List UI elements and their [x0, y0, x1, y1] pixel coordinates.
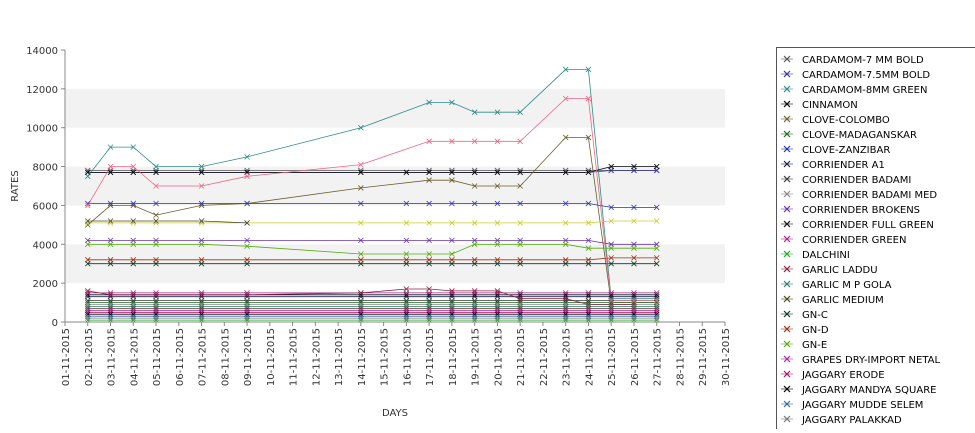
- y-tick-label: 4000: [33, 240, 58, 251]
- legend-label: CLOVE-MADAGANSKAR: [802, 130, 917, 141]
- x-tick-label: 08-11-2015: [220, 328, 231, 386]
- legend-label: DALCHINI: [802, 250, 850, 261]
- y-tick-label: 0: [52, 318, 58, 329]
- y-axis-ticks: 0 2000 4000 6000 8000 10000 12000 14000: [26, 46, 65, 329]
- x-tick-label: 24-11-2015: [584, 328, 595, 386]
- legend-label: GARLIC M P GOLA: [802, 280, 892, 291]
- x-tick-label: 25-11-2015: [607, 328, 618, 386]
- x-tick-label: 21-11-2015: [516, 328, 527, 386]
- legend: CARDAMOM-7 MM BOLD CARDAMOM-7.5MM BOLD CAR…: [777, 48, 975, 430]
- legend-label: GARLIC MEDIUM: [802, 295, 884, 306]
- x-tick-label: 27-11-2015: [653, 328, 664, 386]
- x-tick-label: 20-11-2015: [493, 328, 504, 386]
- legend-label: CLOVE-ZANZIBAR: [802, 145, 890, 156]
- x-tick-label: 18-11-2015: [448, 328, 459, 386]
- x-tick-label: 15-11-2015: [380, 328, 391, 386]
- x-tick-label: 03-11-2015: [107, 328, 118, 386]
- x-tick-label: 04-11-2015: [129, 328, 140, 386]
- legend-label: CARDAMOM-7 MM BOLD: [802, 55, 924, 66]
- legend-label: CORRIENDER BADAMI MED: [802, 190, 937, 201]
- x-tick-label: 30-11-2015: [721, 328, 732, 386]
- x-tick-label: 10-11-2015: [266, 328, 277, 386]
- legend-label: GN-D: [802, 325, 829, 336]
- legend-label: GRAPES DRY-IMPORT NETAL: [802, 355, 941, 366]
- x-tick-label: 22-11-2015: [539, 328, 550, 386]
- grid-band: [65, 89, 725, 128]
- x-tick-label: 13-11-2015: [334, 328, 345, 386]
- x-tick-label: 14-11-2015: [357, 328, 368, 386]
- legend-label: CARDAMOM-7.5MM BOLD: [802, 70, 930, 81]
- legend-label: CARDAMOM-8MM GREEN: [802, 85, 927, 96]
- legend-label: JAGGARY MUDDE SELEM: [801, 400, 923, 411]
- legend-label: JAGGARY ERODE: [801, 370, 885, 381]
- x-tick-label: 09-11-2015: [243, 328, 254, 386]
- x-tick-label: 29-11-2015: [698, 328, 709, 386]
- x-tick-label: 17-11-2015: [425, 328, 436, 386]
- x-tick-label: 01-11-2015: [61, 328, 72, 386]
- y-tick-label: 2000: [33, 279, 58, 290]
- legend-label: GARLIC LADDU: [802, 265, 878, 276]
- y-tick-label: 12000: [26, 85, 58, 96]
- y-axis-label: RATES: [10, 170, 21, 201]
- x-tick-label: 07-11-2015: [198, 328, 209, 386]
- legend-label: JAGGARY PALAKKAD: [801, 415, 902, 426]
- x-axis-label: DAYS: [382, 408, 408, 419]
- legend-label: JAGGARY MANDYA SQUARE: [801, 385, 936, 396]
- x-axis-ticks: 01-11-2015 02-11-2015 03-11-2015 04-11-2015…: [61, 322, 732, 386]
- x-tick-label: 02-11-2015: [84, 328, 95, 386]
- legend-label: CORRIENDER BROKENS: [802, 205, 920, 216]
- legend-label: CORRIENDER GREEN: [802, 235, 906, 246]
- x-tick-label: 11-11-2015: [289, 328, 300, 386]
- y-tick-label: 10000: [26, 124, 58, 135]
- y-tick-label: 8000: [33, 163, 58, 174]
- x-tick-label: 05-11-2015: [152, 328, 163, 386]
- legend-label: CINNAMON: [802, 100, 858, 111]
- x-tick-label: 19-11-2015: [471, 328, 482, 386]
- x-tick-label: 12-11-2015: [311, 328, 322, 386]
- legend-label: CORRIENDER A1: [802, 160, 885, 171]
- legend-label: CORRIENDER BADAMI: [802, 175, 911, 186]
- y-tick-label: 14000: [26, 46, 58, 57]
- x-tick-label: 28-11-2015: [675, 328, 686, 386]
- legend-label: GN-C: [802, 310, 828, 321]
- y-tick-label: 6000: [33, 201, 58, 212]
- x-tick-label: 23-11-2015: [562, 328, 573, 386]
- x-tick-label: 06-11-2015: [175, 328, 186, 386]
- legend-label: CLOVE-COLOMBO: [802, 115, 890, 126]
- x-tick-label: 16-11-2015: [402, 328, 413, 386]
- x-tick-label: 26-11-2015: [630, 328, 641, 386]
- legend-label: CORRIENDER FULL GREEN: [802, 220, 934, 231]
- legend-label: GN-E: [802, 340, 827, 351]
